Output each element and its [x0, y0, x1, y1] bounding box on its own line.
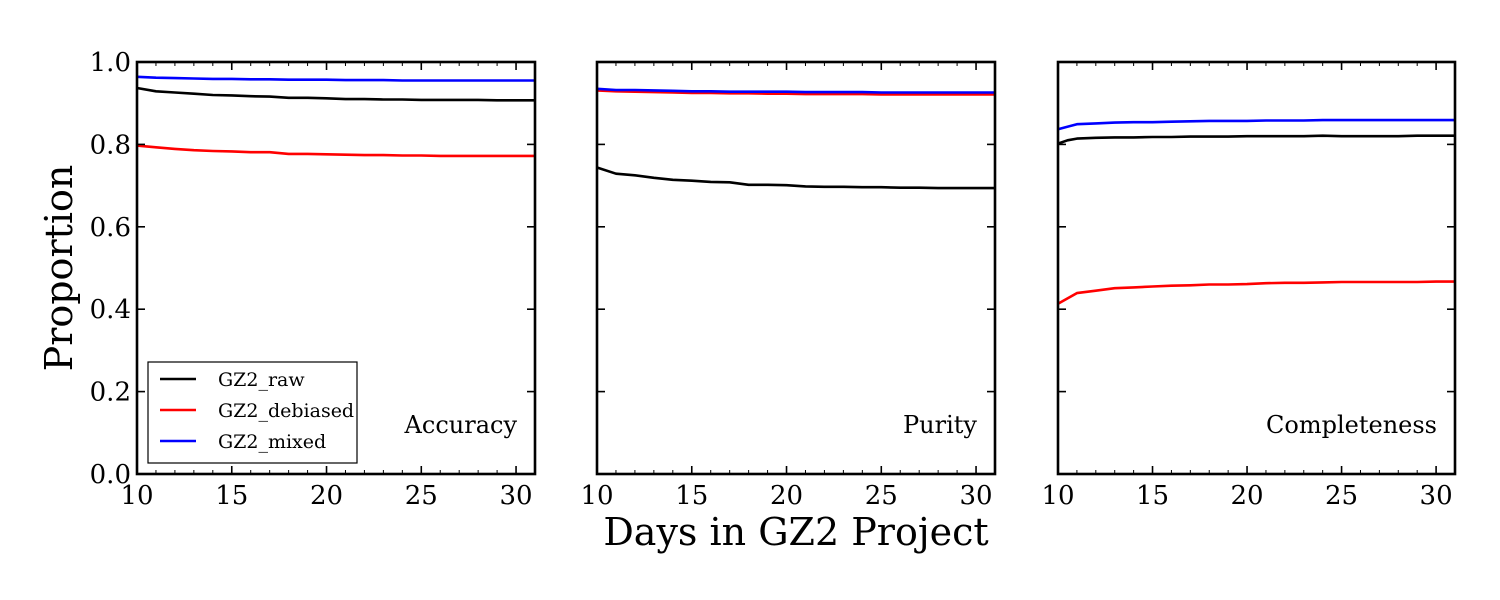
series-line-gz2-raw-purity	[596, 166, 995, 190]
series-line-gz2-raw-completeness	[1057, 134, 1455, 145]
x-tick-label: 25	[405, 481, 438, 511]
x-tick-label: 30	[1420, 481, 1453, 511]
y-axis-title: Proportion	[37, 165, 81, 372]
y-tick-label: 0.0	[90, 460, 131, 490]
panel-label-completeness: Completeness	[1266, 411, 1437, 439]
panels: 10 15 20 25 30 0.0 0.2 0.4 0.6 0.8 1.0 Accuracy 10 15…	[90, 48, 1457, 511]
series-line-gz2-mixed-purity	[596, 87, 995, 94]
x-tick-label: 15	[1136, 481, 1169, 511]
series-line-gz2-mixed-accuracy	[136, 75, 535, 82]
plot-frame	[595, 60, 997, 476]
x-tick-label: 10	[1041, 481, 1074, 511]
series-line-gz2-debiased-accuracy	[136, 144, 535, 158]
series-line-gz2-raw-accuracy	[136, 86, 535, 102]
x-tick-label: 15	[675, 481, 708, 511]
panel-accuracy: 10 15 20 25 30 0.0 0.2 0.4 0.6 0.8 1.0 Accuracy	[90, 48, 537, 511]
y-tick-label: 1.0	[90, 48, 131, 78]
y-tick-label: 0.2	[90, 378, 131, 408]
legend: GZ2_raw GZ2_debiased GZ2_mixed	[147, 361, 358, 464]
x-tick-label: 30	[960, 481, 993, 511]
x-tick-label: 30	[500, 481, 533, 511]
x-tick-label: 25	[865, 481, 898, 511]
panel-completeness: 10 15 20 25 30 Completeness	[1041, 60, 1457, 511]
x-tick-label: 20	[1231, 481, 1264, 511]
series-line-gz2-debiased-purity	[596, 89, 995, 96]
x-axis-title: Days in GZ2 Project	[603, 510, 988, 554]
x-tick-label: 10	[580, 481, 613, 511]
x-tick-label: 15	[215, 481, 248, 511]
legend-label-gz2-mixed: GZ2_mixed	[218, 431, 326, 453]
y-tick-label: 0.4	[90, 295, 131, 325]
x-tick-label: 25	[1325, 481, 1358, 511]
series-line-gz2-mixed-completeness	[1057, 118, 1455, 131]
x-tick-label: 20	[770, 481, 803, 511]
panel-label-purity: Purity	[903, 411, 977, 439]
legend-label-gz2-debiased: GZ2_debiased	[218, 400, 354, 422]
series-line-gz2-debiased-completeness	[1057, 280, 1455, 305]
panel-label-accuracy: Accuracy	[404, 411, 518, 439]
x-tick-label: 20	[310, 481, 343, 511]
y-tick-label: 0.6	[90, 213, 131, 243]
plot-frame	[135, 60, 537, 476]
plot-frame	[1056, 60, 1457, 476]
x-tick-label: 10	[120, 481, 153, 511]
legend-label-gz2-raw: GZ2_raw	[218, 369, 305, 391]
panel-purity: 10 15 20 25 30 Purity	[580, 60, 997, 511]
y-tick-label: 0.8	[90, 130, 131, 160]
